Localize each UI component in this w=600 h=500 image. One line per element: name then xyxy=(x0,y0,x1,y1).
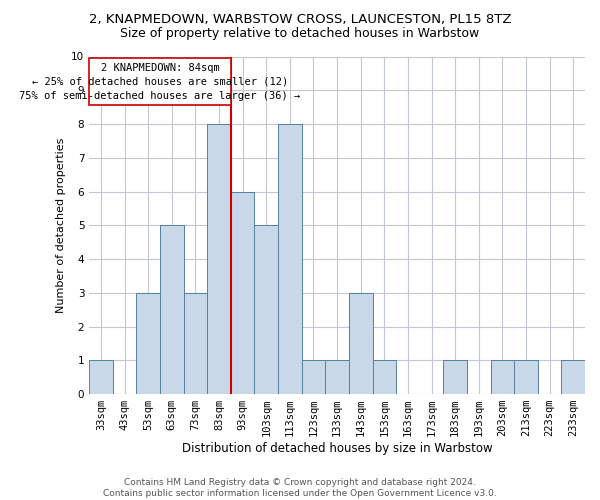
Text: Size of property relative to detached houses in Warbstow: Size of property relative to detached ho… xyxy=(121,28,479,40)
Bar xyxy=(349,293,373,394)
Bar xyxy=(254,226,278,394)
Bar xyxy=(302,360,325,394)
X-axis label: Distribution of detached houses by size in Warbstow: Distribution of detached houses by size … xyxy=(182,442,493,455)
Bar xyxy=(443,360,467,394)
FancyBboxPatch shape xyxy=(89,58,231,106)
Y-axis label: Number of detached properties: Number of detached properties xyxy=(56,138,65,313)
Text: 2, KNAPMEDOWN, WARBSTOW CROSS, LAUNCESTON, PL15 8TZ: 2, KNAPMEDOWN, WARBSTOW CROSS, LAUNCESTO… xyxy=(89,12,511,26)
Text: 75% of semi-detached houses are larger (36) →: 75% of semi-detached houses are larger (… xyxy=(19,92,301,102)
Bar xyxy=(136,293,160,394)
Text: Contains HM Land Registry data © Crown copyright and database right 2024.
Contai: Contains HM Land Registry data © Crown c… xyxy=(103,478,497,498)
Bar xyxy=(491,360,514,394)
Bar xyxy=(89,360,113,394)
Bar xyxy=(231,192,254,394)
Bar xyxy=(373,360,396,394)
Bar xyxy=(184,293,207,394)
Text: 2 KNAPMEDOWN: 84sqm: 2 KNAPMEDOWN: 84sqm xyxy=(101,64,220,74)
Bar xyxy=(562,360,585,394)
Text: ← 25% of detached houses are smaller (12): ← 25% of detached houses are smaller (12… xyxy=(32,77,288,87)
Bar xyxy=(325,360,349,394)
Bar xyxy=(207,124,231,394)
Bar xyxy=(160,226,184,394)
Bar xyxy=(514,360,538,394)
Bar xyxy=(278,124,302,394)
